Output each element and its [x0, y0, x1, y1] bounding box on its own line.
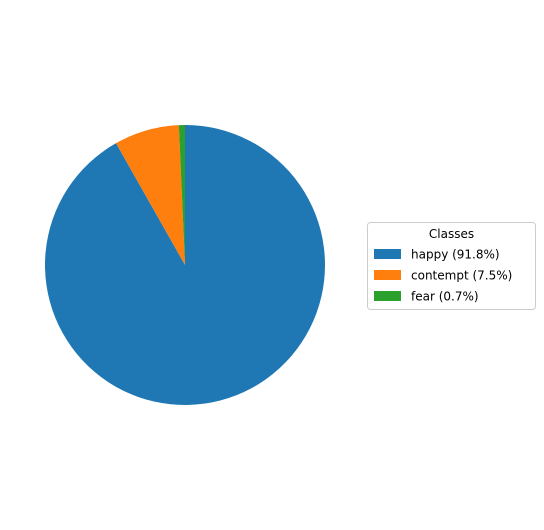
- legend-label-contempt: contempt (7.5%): [411, 269, 512, 283]
- legend-frame: [367, 222, 536, 310]
- pie-slice-happy: [44, 125, 325, 405]
- legend-label-happy: happy (91.8%): [411, 248, 500, 262]
- pie-slice-contempt: [116, 125, 185, 265]
- legend-entries: happy (91.8%) contempt (7.5%) fear (0.7%): [374, 248, 512, 304]
- pie-slice-fear: [178, 125, 185, 265]
- legend-label-fear: fear (0.7%): [411, 290, 479, 304]
- legend-title: Classes: [429, 227, 474, 241]
- legend-swatch-happy: [374, 249, 401, 259]
- legend-swatch-contempt: [374, 270, 401, 280]
- legend-swatch-fear: [374, 291, 401, 301]
- legend: Classes happy (91.8%) contempt (7.5%) fear…: [367, 222, 536, 310]
- pie-slices: [44, 125, 325, 405]
